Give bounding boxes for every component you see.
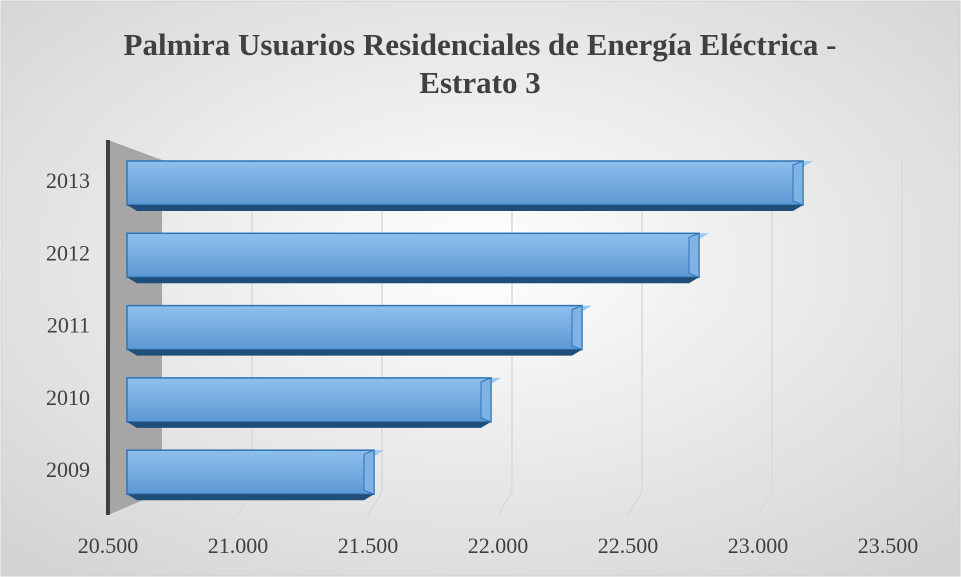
bar — [126, 160, 813, 211]
chart-title: Palmira Usuarios Residenciales de Energí… — [123, 27, 837, 100]
x-tick-label: 22.000 — [468, 533, 529, 558]
bar — [126, 449, 384, 501]
x-tick-label: 21.500 — [338, 533, 399, 558]
y-tick-label: 2012 — [46, 240, 90, 265]
y-tick-label: 2010 — [46, 385, 90, 410]
x-tick-label: 20.500 — [78, 533, 139, 558]
x-tick-label: 23.500 — [858, 533, 919, 558]
grid-line — [757, 160, 773, 516]
x-tick-label: 22.500 — [598, 533, 659, 558]
y-tick-label: 2011 — [47, 313, 90, 338]
y-tick-label: 2013 — [46, 168, 90, 193]
x-tick-label: 23.000 — [728, 533, 789, 558]
bar — [126, 304, 592, 356]
grid-line — [887, 160, 903, 516]
x-tick-label: 21.000 — [208, 533, 269, 558]
y-tick-label: 2009 — [46, 457, 90, 482]
bar — [126, 232, 709, 284]
bar — [126, 377, 501, 428]
